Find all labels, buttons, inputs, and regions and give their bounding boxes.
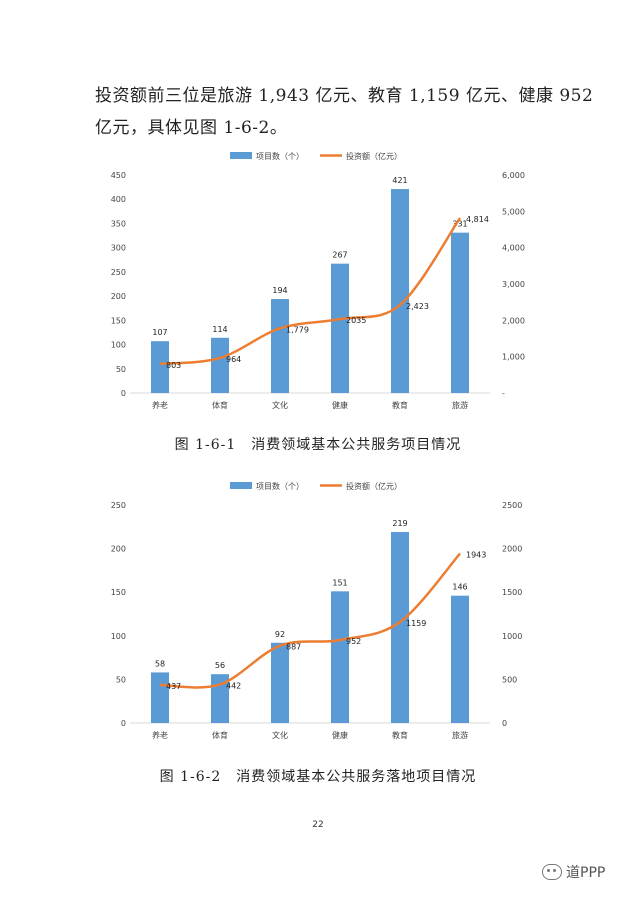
left-axis-tick-label: 50 <box>116 365 126 374</box>
left-axis-tick-label: 450 <box>111 171 126 180</box>
right-axis-tick-label: 1,000 <box>502 353 525 362</box>
category-label: 旅游 <box>452 730 468 740</box>
bar-value-label: 331 <box>452 220 467 229</box>
investment-line <box>159 552 461 689</box>
left-axis-tick-label: 200 <box>111 545 126 554</box>
line-value-label: 803 <box>166 361 181 370</box>
right-axis-tick-label: 2500 <box>502 501 522 510</box>
left-axis-tick-label: 300 <box>111 244 126 253</box>
right-axis-tick-label: 1500 <box>502 588 522 597</box>
category-label: 文化 <box>272 730 288 740</box>
left-axis-tick-label: 50 <box>116 675 126 684</box>
left-axis-tick-label: 350 <box>111 219 126 228</box>
bar <box>271 642 289 723</box>
right-axis-tick-label: 2,000 <box>502 316 525 325</box>
chart-1-6-1: 项目数（个） 投资额（亿元） 0 50 100 150 200 250 300 350 400 450… <box>111 151 525 410</box>
chart-legend: 项目数（个） 投资额（亿元） <box>230 151 402 161</box>
right-axis-tick-label: 3,000 <box>502 280 525 289</box>
bar <box>331 263 349 393</box>
bar <box>211 337 229 393</box>
watermark: 道PPP <box>542 862 605 882</box>
category-label: 旅游 <box>452 400 468 410</box>
paragraph-line-2: 亿元，具体见图 1-6-2。 <box>95 118 288 138</box>
bar-value-label: 107 <box>152 328 167 337</box>
bar <box>451 232 469 393</box>
line-value-label: 2035 <box>346 316 366 325</box>
bar-value-label: 267 <box>332 251 347 260</box>
left-axis-tick-label: 150 <box>111 588 126 597</box>
chart-1-6-2: 项目数（个） 投资额（亿元）050100150200250050010001500… <box>111 481 523 740</box>
chart-legend: 项目数（个） 投资额（亿元） <box>230 481 402 491</box>
figure-caption-1-6-2: 图 1-6-2 消费领域基本公共服务落地项目情况 <box>159 769 477 785</box>
right-axis-tick-label: - <box>502 389 505 398</box>
legend-swatch-bar <box>230 482 252 489</box>
left-axis-tick-label: 200 <box>111 292 126 301</box>
bar <box>271 299 289 393</box>
right-axis-tick-label: 6,000 <box>502 171 525 180</box>
category-label: 健康 <box>332 730 348 740</box>
bar-value-label: 58 <box>155 659 165 668</box>
category-label: 养老 <box>152 730 168 740</box>
right-axis-tick-label: 0 <box>502 719 507 728</box>
left-axis-tick-label: 100 <box>111 341 126 350</box>
line-value-label: 887 <box>286 643 301 652</box>
category-label: 文化 <box>272 400 288 410</box>
figure-caption-1-6-1: 图 1-6-1 消费领域基本公共服务项目情况 <box>174 437 462 453</box>
body-paragraph: 投资额前三位是旅游 1,943 亿元、教育 1,159 亿元、健康 952 亿元… <box>95 80 594 144</box>
legend-label: 投资额（亿元） <box>346 481 402 491</box>
bar-value-label: 146 <box>452 583 467 592</box>
bar-value-label: 92 <box>275 630 285 639</box>
left-axis-tick-label: 0 <box>121 389 126 398</box>
left-axis-tick-label: 250 <box>111 501 126 510</box>
bar-value-label: 194 <box>272 286 287 295</box>
legend-label: 项目数（个） <box>256 481 304 491</box>
line-value-label: 437 <box>166 682 181 691</box>
category-label: 健康 <box>332 400 348 410</box>
bar-value-label: 151 <box>332 578 347 587</box>
category-label: 体育 <box>212 730 228 740</box>
left-axis-tick-label: 250 <box>111 268 126 277</box>
legend-label: 项目数（个） <box>256 151 304 161</box>
bar <box>391 189 409 393</box>
left-axis-tick-label: 150 <box>111 316 126 325</box>
bar <box>331 591 349 723</box>
bar <box>451 595 469 723</box>
left-axis-tick-label: 100 <box>111 632 126 641</box>
category-label: 养老 <box>152 400 168 410</box>
line-value-label: 952 <box>346 637 361 646</box>
bar <box>391 532 409 723</box>
legend-label: 投资额（亿元） <box>346 151 402 161</box>
category-label: 教育 <box>392 400 408 410</box>
right-axis-tick-label: 500 <box>502 675 517 684</box>
line-value-label: 1,779 <box>286 325 309 334</box>
bar <box>151 341 169 393</box>
line-value-label: 964 <box>226 355 241 364</box>
paragraph-line-1: 投资额前三位是旅游 1,943 亿元、教育 1,159 亿元、健康 952 <box>95 86 594 106</box>
bar-value-label: 114 <box>212 325 227 334</box>
line-value-label: 4,814 <box>466 215 489 224</box>
right-axis-tick-label: 5,000 <box>502 207 525 216</box>
bar-value-label: 219 <box>392 519 407 528</box>
page-number: 22 <box>312 820 324 830</box>
bar-value-label: 56 <box>215 661 225 670</box>
right-axis-tick-label: 2000 <box>502 545 522 554</box>
line-value-label: 442 <box>226 681 241 690</box>
category-label: 体育 <box>212 400 228 410</box>
line-value-label: 2,423 <box>406 302 429 311</box>
left-axis-tick-label: 400 <box>111 195 126 204</box>
wechat-icon <box>542 864 562 880</box>
right-axis-tick-label: 4,000 <box>502 244 525 253</box>
right-axis-tick-label: 1000 <box>502 632 522 641</box>
line-value-label: 1159 <box>406 619 426 628</box>
investment-line <box>159 217 462 366</box>
watermark-text: 道PPP <box>566 865 606 881</box>
bar-value-label: 421 <box>392 176 407 185</box>
line-value-label: 1943 <box>466 551 486 560</box>
bar <box>151 672 169 723</box>
left-axis-tick-label: 0 <box>121 719 126 728</box>
category-label: 教育 <box>392 730 408 740</box>
legend-swatch-bar <box>230 152 252 159</box>
